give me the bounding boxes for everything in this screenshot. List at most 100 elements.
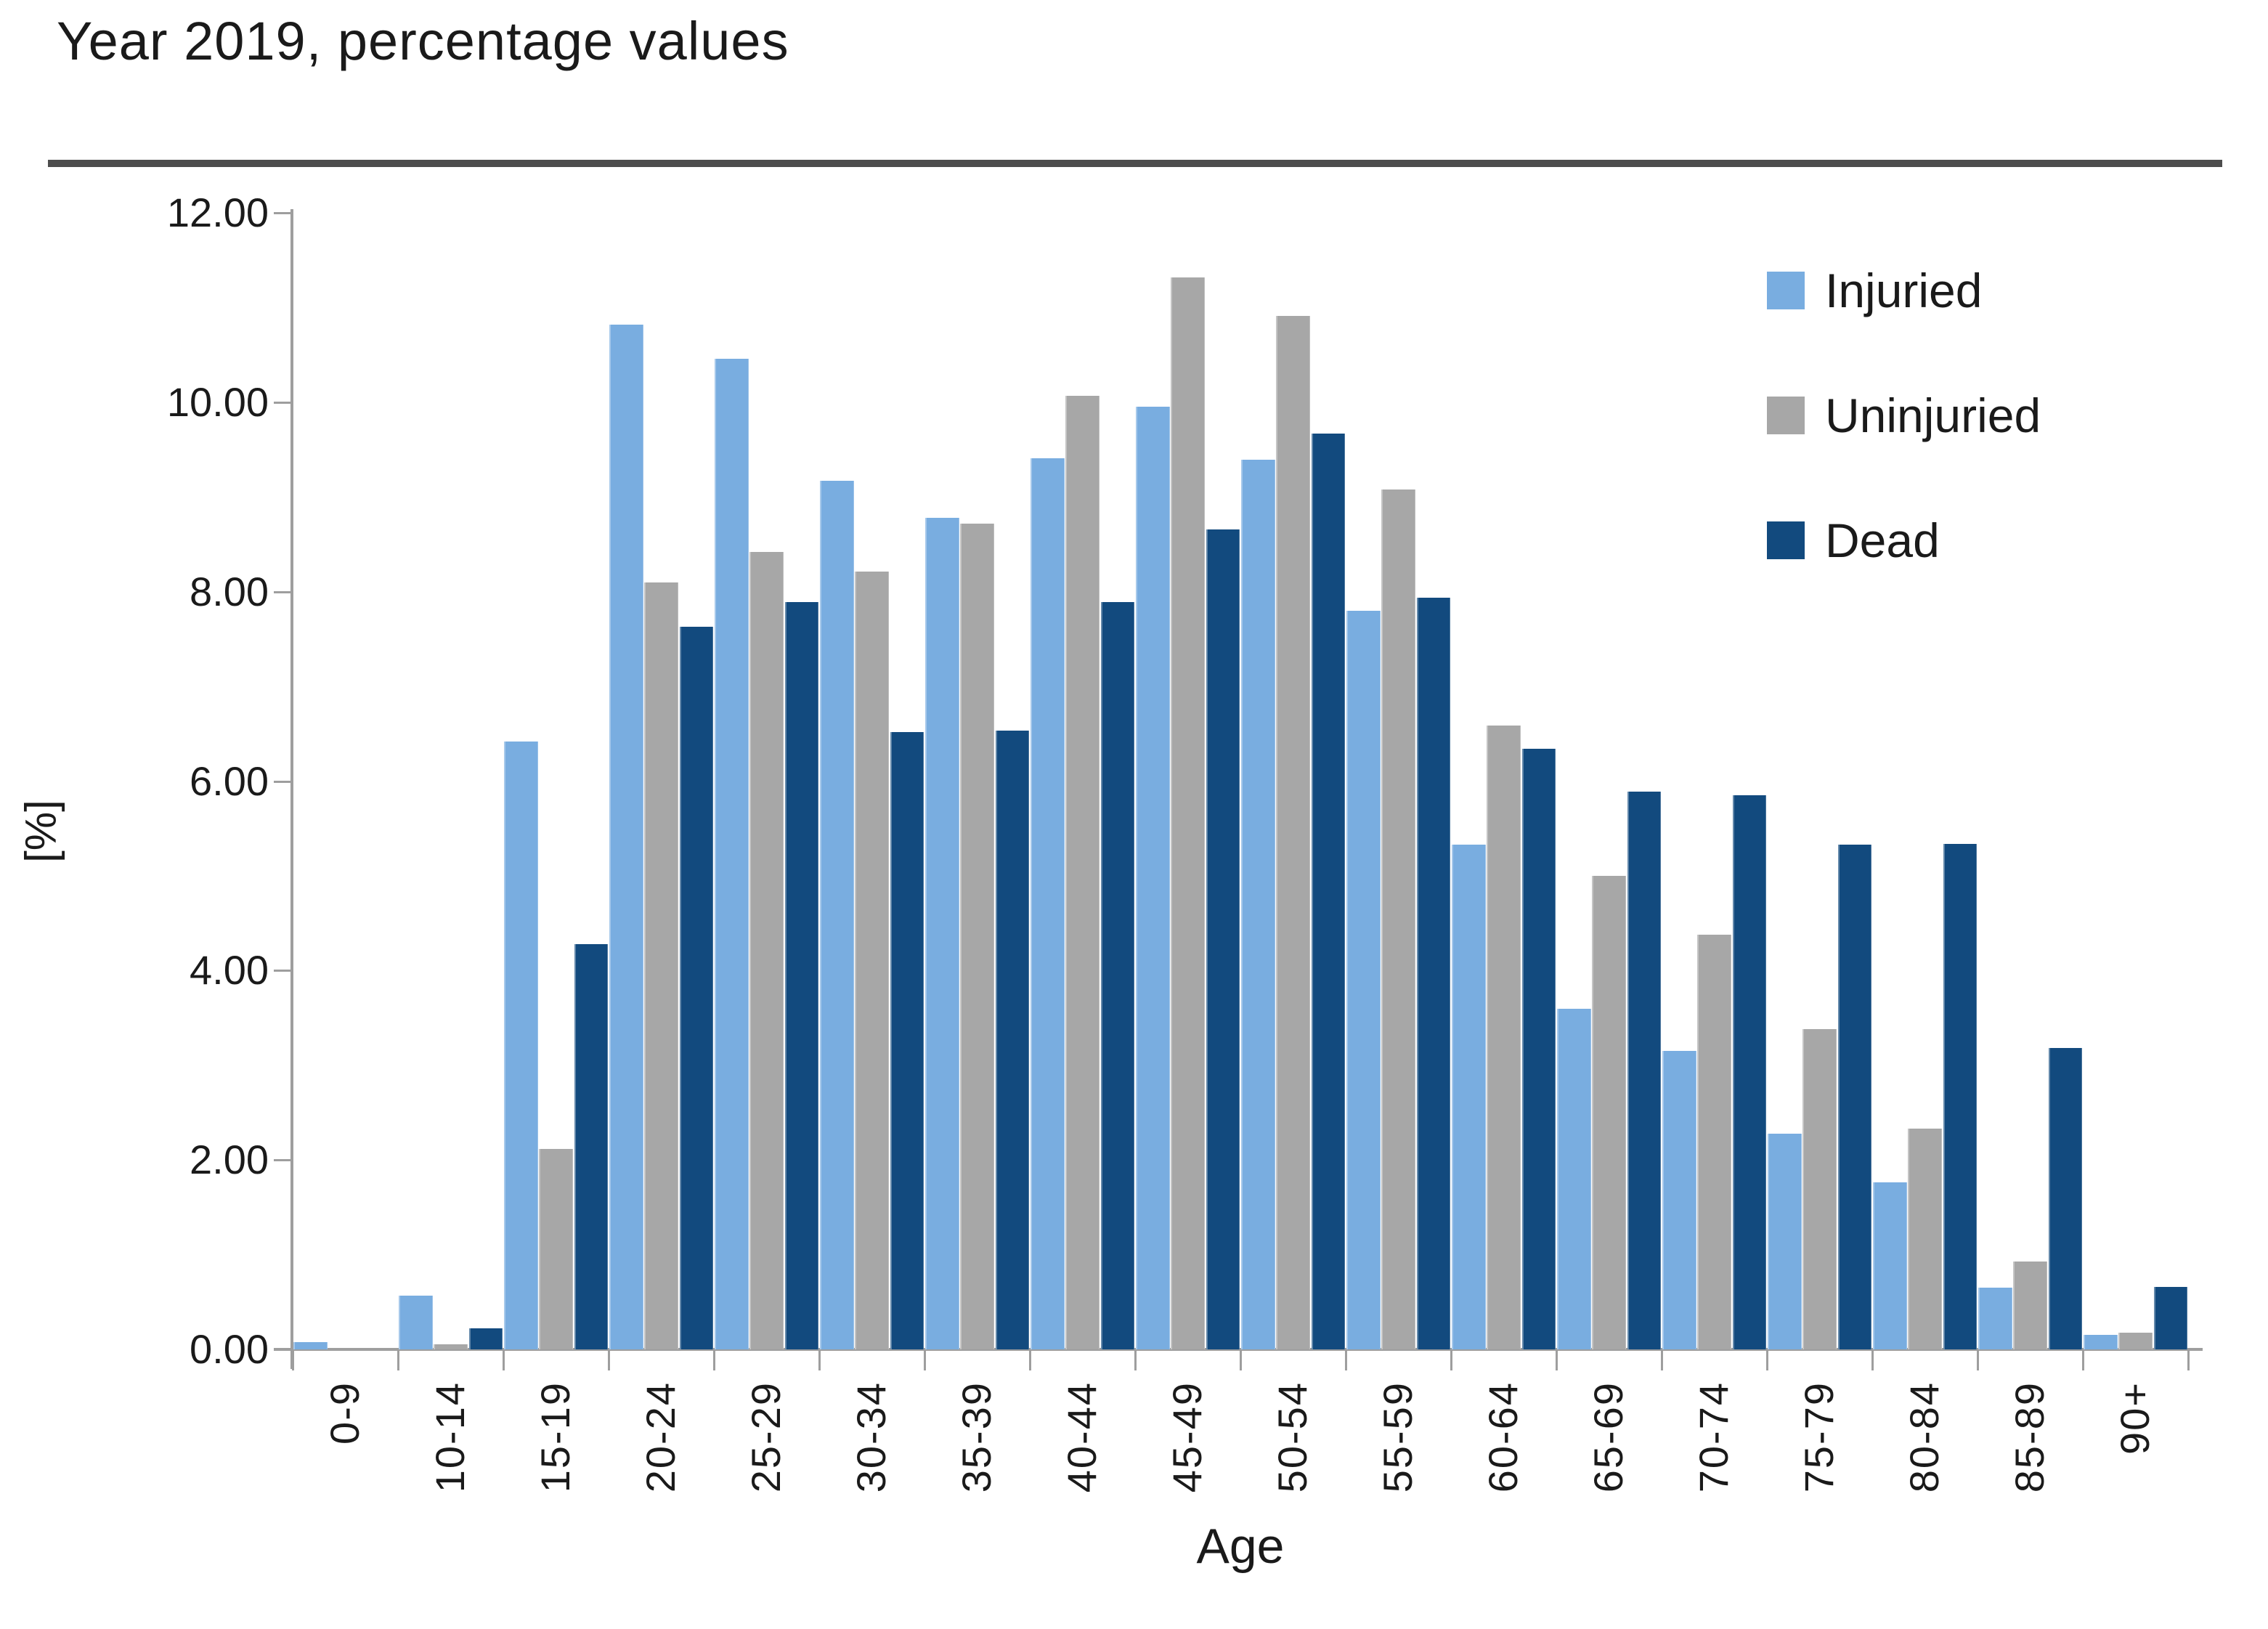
bar-uninjuried-30-34 — [855, 572, 889, 1349]
bar-uninjuried-35-39 — [960, 523, 994, 1349]
x-tick — [2082, 1351, 2084, 1370]
x-axis-label-25-29: 25-29 — [742, 1381, 789, 1493]
x-axis-label-35-39: 35-39 — [953, 1381, 999, 1493]
x-tick — [1661, 1351, 1663, 1370]
y-tick — [274, 970, 293, 972]
bar-uninjuried-10-14 — [434, 1344, 468, 1349]
x-axis-label-70-74: 70-74 — [1690, 1381, 1736, 1493]
x-tick — [2187, 1351, 2190, 1370]
bar-uninjuried-50-54 — [1276, 316, 1310, 1349]
y-axis-line — [290, 209, 293, 1369]
legend-label-injuried: Injuried — [1825, 264, 1983, 317]
x-tick — [1556, 1351, 1558, 1370]
y-tick-label: 10.00 — [166, 378, 269, 425]
bar-injuried-60-64 — [1452, 844, 1486, 1349]
title-underline — [48, 160, 2222, 167]
legend: Injuried Uninjuried Dead — [1767, 261, 2041, 636]
x-axis-label-65-69: 65-69 — [1585, 1381, 1631, 1493]
y-tick-label: 4.00 — [190, 947, 269, 994]
bar-injuried-85-89 — [1978, 1288, 2012, 1349]
x-axis-label-30-34: 30-34 — [848, 1381, 894, 1493]
bar-injuried-50-54 — [1241, 460, 1275, 1349]
x-axis-line — [274, 1348, 2203, 1351]
bar-injuried-25-29 — [715, 358, 749, 1349]
x-axis-label-85-89: 85-89 — [2006, 1381, 2052, 1493]
bar-injuried-75-79 — [1768, 1133, 1802, 1349]
y-tick — [274, 212, 293, 214]
bar-dead-60-64 — [1521, 749, 1556, 1349]
bar-dead-85-89 — [2048, 1048, 2083, 1349]
bar-uninjuried-75-79 — [1802, 1029, 1837, 1349]
bar-uninjuried-55-59 — [1381, 489, 1415, 1349]
bar-uninjuried-20-24 — [644, 582, 678, 1349]
bar-dead-40-44 — [1100, 602, 1135, 1349]
bar-injuried-65-69 — [1557, 1008, 1591, 1349]
bar-injuried-10-14 — [399, 1295, 433, 1349]
y-tick-label: 2.00 — [190, 1137, 269, 1183]
x-tick — [1345, 1351, 1347, 1370]
y-tick — [274, 590, 293, 593]
bar-dead-35-39 — [995, 731, 1030, 1349]
y-tick — [274, 780, 293, 783]
bar-injuried-90+ — [2084, 1335, 2118, 1349]
x-tick — [1977, 1351, 1979, 1370]
bar-dead-45-49 — [1206, 529, 1240, 1349]
bar-injuried-0-9 — [293, 1341, 328, 1349]
x-tick — [1134, 1351, 1137, 1370]
x-axis-label-0-9: 0-9 — [321, 1381, 367, 1445]
y-tick — [274, 1349, 293, 1351]
x-axis-label-60-64: 60-64 — [1479, 1381, 1526, 1493]
y-tick-label: 0.00 — [190, 1326, 269, 1372]
bar-dead-65-69 — [1627, 791, 1662, 1349]
x-tick — [1029, 1351, 1031, 1370]
bar-dead-25-29 — [784, 602, 819, 1349]
bar-injuried-20-24 — [609, 324, 643, 1349]
x-tick — [503, 1351, 505, 1370]
y-axis-title: [%] — [16, 800, 65, 863]
x-axis-label-90+: 90+ — [2111, 1381, 2158, 1455]
bar-injuried-55-59 — [1346, 610, 1381, 1349]
injuried-swatch-icon — [1767, 272, 1805, 309]
x-tick — [292, 1351, 294, 1370]
bar-injuried-30-34 — [820, 481, 854, 1349]
x-tick — [1240, 1351, 1242, 1370]
bar-uninjuried-15-19 — [539, 1148, 573, 1349]
x-axis-label-40-44: 40-44 — [1058, 1381, 1105, 1493]
x-axis-label-45-49: 45-49 — [1163, 1381, 1210, 1493]
bar-dead-70-74 — [1732, 795, 1767, 1349]
bar-injuried-35-39 — [925, 517, 959, 1349]
bar-uninjuried-25-29 — [749, 551, 784, 1349]
bar-uninjuried-80-84 — [1908, 1129, 1942, 1349]
x-axis-label-15-19: 15-19 — [532, 1381, 578, 1493]
x-tick — [397, 1351, 399, 1370]
y-tick-label: 6.00 — [190, 757, 269, 804]
y-tick-label: 8.00 — [190, 568, 269, 614]
x-axis-label-20-24: 20-24 — [637, 1381, 683, 1493]
uninjuried-swatch-icon — [1767, 397, 1805, 434]
x-tick — [924, 1351, 926, 1370]
bar-dead-50-54 — [1311, 433, 1346, 1349]
legend-label-uninjuried: Uninjuried — [1825, 389, 2041, 442]
chart-title: Year 2019, percentage values — [57, 11, 789, 71]
bar-uninjuried-90+ — [2118, 1332, 2153, 1349]
bar-injuried-40-44 — [1031, 458, 1065, 1349]
bar-uninjuried-40-44 — [1065, 395, 1100, 1349]
bar-uninjuried-45-49 — [1171, 277, 1205, 1349]
bar-dead-90+ — [2153, 1286, 2188, 1349]
bar-uninjuried-85-89 — [2013, 1261, 2047, 1349]
bar-dead-30-34 — [890, 731, 924, 1349]
y-tick — [274, 1159, 293, 1162]
bar-dead-75-79 — [1837, 844, 1872, 1349]
bar-uninjuried-65-69 — [1592, 875, 1626, 1349]
plot-area — [293, 213, 2188, 1349]
bar-uninjuried-60-64 — [1487, 725, 1521, 1349]
bar-dead-20-24 — [679, 626, 714, 1349]
bar-dead-10-14 — [468, 1328, 503, 1349]
bar-dead-80-84 — [1943, 843, 1978, 1349]
x-tick — [1871, 1351, 1874, 1370]
legend-label-dead: Dead — [1825, 513, 1940, 567]
x-tick — [713, 1351, 715, 1370]
x-axis-label-55-59: 55-59 — [1374, 1381, 1420, 1493]
x-tick — [608, 1351, 610, 1370]
